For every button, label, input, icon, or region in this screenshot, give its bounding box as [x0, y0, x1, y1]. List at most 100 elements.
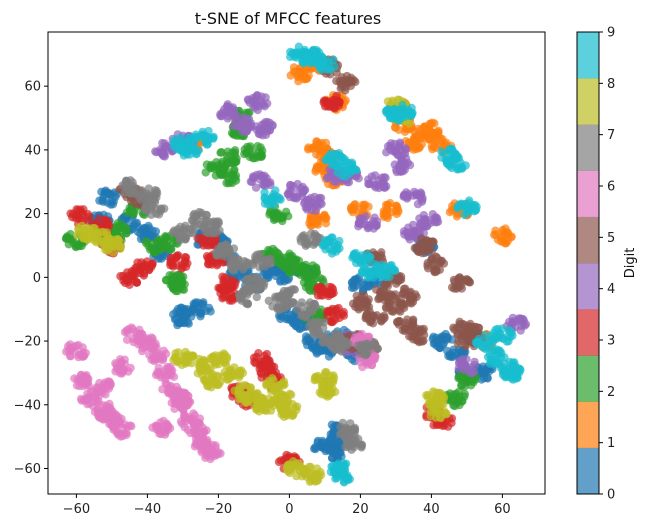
- digit-0-point: [351, 275, 360, 284]
- digit-6-point: [213, 450, 222, 459]
- digit-5-point: [361, 297, 370, 306]
- digit-3-point: [318, 291, 327, 300]
- digit-0-point: [171, 314, 181, 323]
- digit-5-cluster: [410, 234, 438, 258]
- digit-3-point: [100, 215, 110, 224]
- digit-5-point: [435, 259, 444, 268]
- digit-6-point: [191, 434, 201, 443]
- digit-5-point: [342, 71, 352, 81]
- digit-7-cluster: [248, 250, 275, 272]
- digit-7-point: [303, 240, 312, 249]
- digit-7-point: [296, 234, 305, 243]
- digit-4-point: [404, 232, 413, 241]
- digit-2-point: [216, 170, 225, 179]
- digit-5-cluster: [423, 252, 449, 277]
- digit-6-point: [80, 372, 90, 381]
- digit-7-cluster: [140, 195, 169, 219]
- digit-9-point: [355, 254, 365, 264]
- digit-6-point: [194, 418, 204, 427]
- digit-5-cluster: [361, 307, 389, 328]
- digit-1-point: [308, 144, 317, 153]
- digit-0-point: [141, 224, 150, 233]
- digit-0-point: [276, 314, 285, 324]
- digit-4-point: [517, 321, 526, 331]
- digit-2-cluster: [441, 387, 469, 411]
- digit-6-point: [66, 340, 75, 349]
- digit-8-point: [275, 381, 284, 390]
- digit-9-point: [382, 271, 392, 280]
- digit-9-point: [191, 130, 201, 139]
- digit-6-point: [371, 352, 380, 361]
- digit-5-cluster: [381, 294, 409, 316]
- digit-8-point: [80, 225, 89, 234]
- digit-8-point: [426, 411, 435, 421]
- digit-2-point: [297, 265, 307, 274]
- digit-6-cluster: [109, 419, 136, 441]
- digit-7-point: [235, 292, 244, 301]
- digit-0-point: [432, 333, 441, 342]
- digit-1-point: [379, 210, 388, 219]
- digit-7-point: [343, 426, 352, 435]
- digit-3-point: [132, 278, 141, 287]
- digit-4-point: [251, 183, 261, 192]
- digit-3-point: [183, 259, 192, 268]
- digit-9-cluster: [190, 126, 218, 149]
- digit-6-cluster: [197, 441, 225, 464]
- digit-5-point: [409, 332, 419, 341]
- digit-4-cluster: [390, 154, 415, 177]
- digit-7-point: [142, 204, 151, 213]
- digit-5-point: [362, 309, 371, 319]
- digit-8-cluster: [206, 349, 232, 369]
- digit-0-point: [131, 219, 140, 228]
- digit-0-point: [347, 283, 357, 292]
- digit-5-point: [422, 237, 431, 246]
- digit-2-point: [243, 142, 252, 152]
- digit-2-point: [304, 279, 313, 289]
- digit-8-cluster: [426, 399, 451, 423]
- digit-5-point: [423, 258, 432, 268]
- digit-5-point: [359, 291, 369, 300]
- digit-7-point: [130, 185, 140, 194]
- digit-6-point: [70, 346, 80, 355]
- digit-2-cluster: [215, 165, 241, 188]
- digit-9-point: [351, 165, 361, 175]
- digit-6-point: [116, 357, 126, 366]
- digit-1-point: [436, 134, 445, 144]
- digit-3-point: [326, 102, 335, 111]
- digit-8-point: [436, 389, 446, 398]
- digit-6-cluster: [61, 340, 91, 362]
- digit-2-point: [71, 242, 81, 251]
- digit-5-cluster: [392, 315, 418, 336]
- digit-4-point: [411, 227, 420, 236]
- digit-4-cluster: [283, 179, 310, 203]
- digit-4-point: [391, 145, 400, 155]
- digit-7-point: [255, 263, 264, 272]
- digit-2-point: [230, 165, 239, 174]
- digit-7-point: [332, 345, 341, 354]
- digit-3-point: [443, 422, 453, 431]
- digit-4-point: [377, 173, 386, 182]
- digit-8-point: [83, 235, 93, 244]
- digit-8-cluster: [98, 235, 126, 257]
- digit-7-point: [310, 299, 319, 309]
- digit-8-point: [199, 357, 208, 366]
- digit-2-cluster: [216, 146, 241, 169]
- digit-8-point: [262, 406, 271, 415]
- digit-4-point: [299, 187, 308, 196]
- digit-9-point: [349, 252, 358, 261]
- digit-2-point: [179, 272, 188, 281]
- digit-7-point: [137, 186, 147, 195]
- digit-7-point: [285, 289, 294, 299]
- digit-7-point: [180, 233, 190, 242]
- digit-4-point: [261, 93, 270, 102]
- digit-1-point: [501, 230, 510, 239]
- digit-2-cluster: [156, 231, 183, 254]
- digit-2-point: [278, 216, 287, 226]
- digit-5-point: [418, 337, 427, 346]
- digit-4-point: [259, 120, 269, 129]
- digit-7-cluster: [341, 431, 367, 454]
- digit-9-point: [189, 146, 199, 155]
- digit-3-point: [213, 259, 222, 268]
- digit-5-cluster: [332, 71, 360, 95]
- digit-5-point: [352, 298, 361, 308]
